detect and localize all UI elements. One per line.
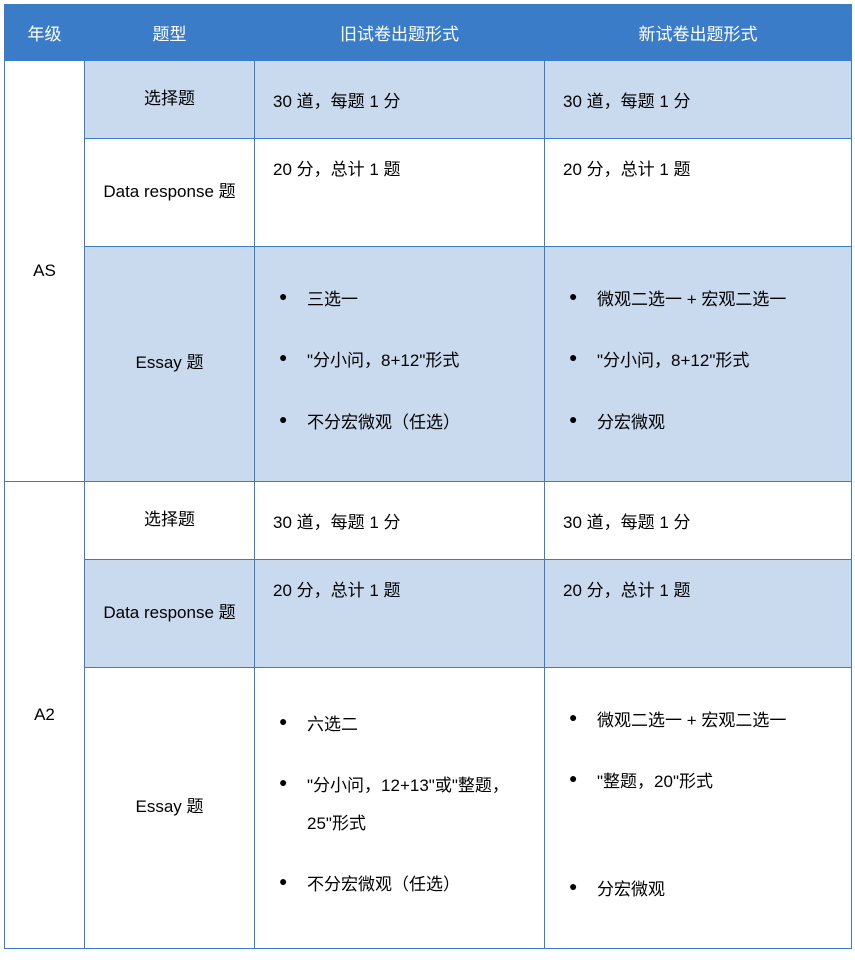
as-dr-old: 20 分，总计 1 题 [255,138,545,246]
as-choice-row: AS 选择题 30 道，每题 1 分 30 道，每题 1 分 [5,61,852,139]
header-row: 年级 题型 旧试卷出题形式 新试卷出题形式 [5,5,852,61]
type-choice: 选择题 [85,61,255,139]
a2-essay-old: 六选二 "分小问，12+13"或"整题，25"形式 不分宏微观（任选） [255,667,545,948]
a2-choice-row: A2 选择题 30 道，每题 1 分 30 道，每题 1 分 [5,481,852,559]
a2-essay-new-b1: 微观二选一 + 宏观二选一 [569,702,833,739]
as-choice-new: 30 道，每题 1 分 [545,61,852,139]
header-old: 旧试卷出题形式 [255,5,545,61]
as-dr-row: Data response 题 20 分，总计 1 题 20 分，总计 1 题 [5,138,852,246]
grade-a2: A2 [5,481,85,948]
grade-as: AS [5,61,85,482]
header-type: 题型 [85,5,255,61]
a2-essay-old-b1: 六选二 [279,706,526,743]
as-essay-old-b2: "分小问，8+12"形式 [279,342,526,379]
a2-dr-new: 20 分，总计 1 题 [545,559,852,667]
a2-essay-old-b2: "分小问，12+13"或"整题，25"形式 [279,767,526,842]
as-choice-old: 30 道，每题 1 分 [255,61,545,139]
type-essay: Essay 题 [85,667,255,948]
header-new: 新试卷出题形式 [545,5,852,61]
type-data-response: Data response 题 [85,138,255,246]
as-essay-new-b1: 微观二选一 + 宏观二选一 [569,281,833,318]
a2-choice-new: 30 道，每题 1 分 [545,481,852,559]
type-choice: 选择题 [85,481,255,559]
a2-choice-old: 30 道，每题 1 分 [255,481,545,559]
as-essay-row: Essay 题 三选一 "分小问，8+12"形式 不分宏微观（任选） 微观二选一… [5,246,852,481]
a2-dr-row: Data response 题 20 分，总计 1 题 20 分，总计 1 题 [5,559,852,667]
as-dr-new: 20 分，总计 1 题 [545,138,852,246]
type-data-response: Data response 题 [85,559,255,667]
as-essay-new: 微观二选一 + 宏观二选一 "分小问，8+12"形式 分宏微观 [545,246,852,481]
as-essay-new-b2: "分小问，8+12"形式 [569,342,833,379]
as-essay-new-b3: 分宏微观 [569,404,833,441]
a2-essay-new-b3: 分宏微观 [569,871,833,908]
header-grade: 年级 [5,5,85,61]
comparison-table: 年级 题型 旧试卷出题形式 新试卷出题形式 AS 选择题 30 道，每题 1 分… [4,4,852,949]
a2-essay-row: Essay 题 六选二 "分小问，12+13"或"整题，25"形式 不分宏微观（… [5,667,852,948]
as-essay-old: 三选一 "分小问，8+12"形式 不分宏微观（任选） [255,246,545,481]
as-essay-old-b1: 三选一 [279,281,526,318]
a2-essay-new-b2: "整题，20"形式 [569,763,833,800]
a2-dr-old: 20 分，总计 1 题 [255,559,545,667]
a2-essay-new: 微观二选一 + 宏观二选一 "整题，20"形式 分宏微观 [545,667,852,948]
as-essay-old-b3: 不分宏微观（任选） [279,404,526,441]
a2-essay-old-b3: 不分宏微观（任选） [279,866,526,903]
type-essay: Essay 题 [85,246,255,481]
